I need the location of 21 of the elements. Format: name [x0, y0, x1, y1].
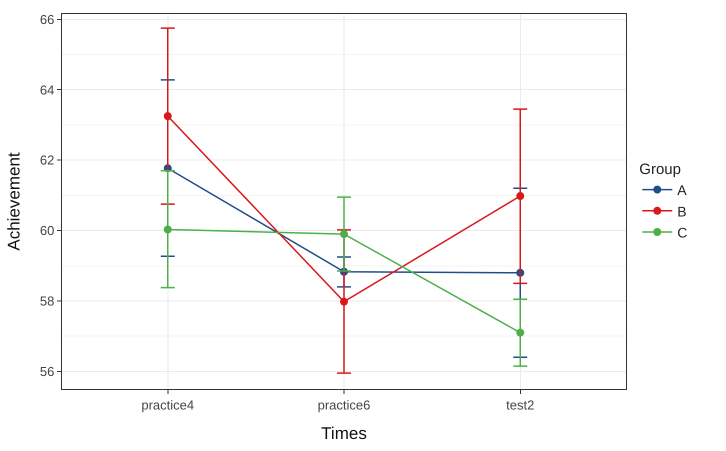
x-tick-label: practice4 — [141, 398, 194, 413]
point — [516, 328, 524, 337]
y-axis-title: Achievement — [4, 152, 24, 251]
x-tick-label: practice6 — [318, 398, 370, 413]
point — [516, 192, 524, 200]
y-tick-label: 64 — [40, 82, 54, 98]
x-axis-title: Times — [321, 424, 367, 443]
y-tick-label: 62 — [40, 152, 54, 168]
point — [340, 230, 348, 238]
legend-label: C — [677, 224, 688, 240]
y-tick-label: 66 — [40, 12, 54, 27]
legend-label: A — [677, 182, 688, 198]
x-tick-label: test2 — [506, 398, 534, 413]
y-tick-label: 58 — [40, 294, 54, 309]
point — [340, 298, 348, 306]
point — [164, 112, 172, 120]
point — [164, 225, 172, 234]
legend-title: Group — [639, 161, 681, 178]
y-tick-label: 56 — [40, 364, 54, 379]
y-tick-label: 60 — [40, 223, 54, 238]
legend-label: B — [677, 203, 687, 220]
